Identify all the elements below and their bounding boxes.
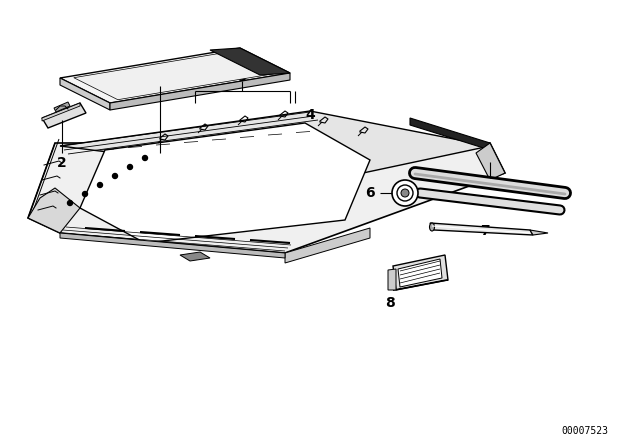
Polygon shape: [28, 188, 80, 233]
Polygon shape: [388, 269, 396, 290]
Text: 6: 6: [365, 186, 375, 200]
Polygon shape: [393, 255, 448, 290]
Polygon shape: [54, 102, 70, 112]
Polygon shape: [398, 259, 442, 287]
Polygon shape: [393, 280, 448, 290]
Text: 3: 3: [155, 156, 165, 170]
Polygon shape: [28, 143, 505, 253]
Text: 2: 2: [57, 156, 67, 170]
Circle shape: [392, 180, 418, 206]
Text: 00007523: 00007523: [561, 426, 608, 436]
Circle shape: [143, 155, 147, 160]
Text: 8: 8: [385, 296, 395, 310]
Circle shape: [397, 185, 413, 201]
Text: 4: 4: [305, 108, 315, 122]
Polygon shape: [410, 118, 490, 150]
Polygon shape: [60, 48, 290, 103]
Polygon shape: [430, 223, 533, 235]
Polygon shape: [60, 111, 490, 180]
Polygon shape: [74, 52, 276, 100]
Polygon shape: [530, 230, 548, 235]
Text: 9: 9: [237, 70, 247, 84]
Circle shape: [113, 173, 118, 178]
Polygon shape: [210, 48, 290, 75]
Polygon shape: [60, 233, 285, 258]
Polygon shape: [285, 228, 370, 263]
Circle shape: [83, 191, 88, 197]
Polygon shape: [110, 73, 290, 110]
Polygon shape: [42, 103, 86, 128]
Circle shape: [97, 182, 102, 188]
Polygon shape: [180, 252, 210, 261]
Text: 7: 7: [480, 224, 490, 238]
Ellipse shape: [429, 223, 435, 231]
Polygon shape: [80, 123, 370, 243]
Text: 5: 5: [485, 160, 495, 174]
Polygon shape: [476, 143, 505, 180]
Circle shape: [67, 201, 72, 206]
Circle shape: [127, 164, 132, 169]
Polygon shape: [42, 103, 80, 121]
Circle shape: [401, 189, 409, 197]
Polygon shape: [60, 78, 110, 110]
